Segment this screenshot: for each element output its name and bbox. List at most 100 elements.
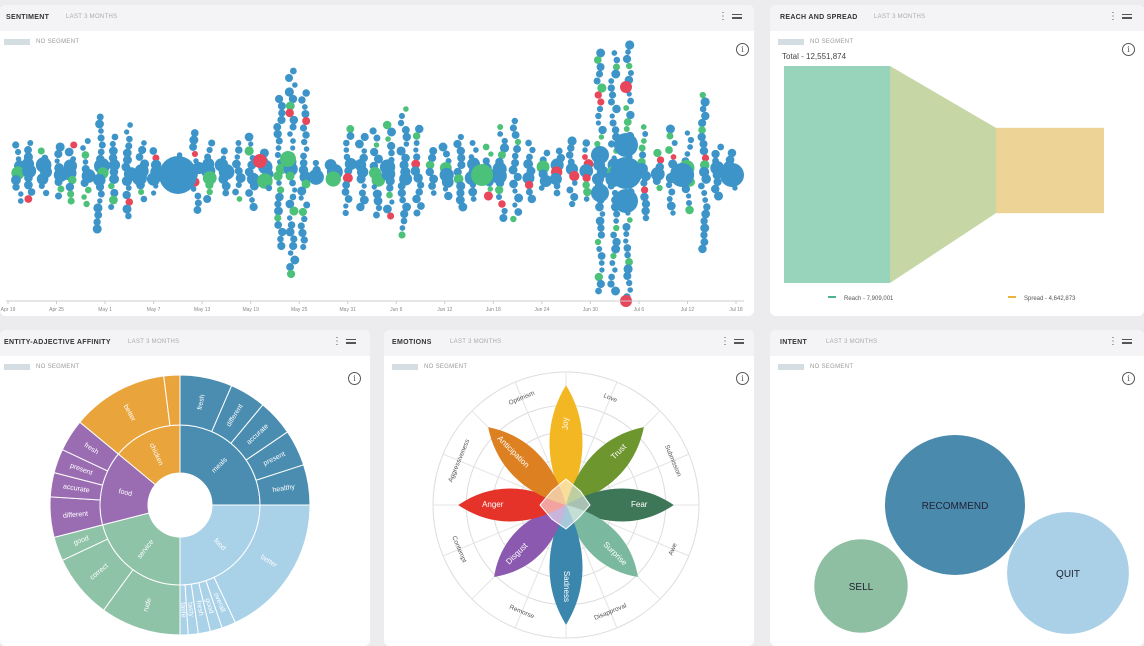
sentiment-bubble	[511, 152, 519, 160]
sentiment-bubble	[650, 167, 665, 181]
sentiment-bubble	[218, 174, 229, 184]
sentiment-bubble	[497, 131, 504, 137]
sentiment-bubble	[286, 263, 295, 271]
segment-filter[interactable]: NO SEGMENT	[4, 358, 79, 370]
sentiment-bubble	[413, 153, 421, 161]
sentiment-bubble	[501, 207, 508, 215]
intent-bubble-label: RECOMMEND	[922, 501, 989, 512]
sentiment-bubble	[597, 224, 605, 232]
sentiment-bubble	[397, 188, 406, 198]
sentiment-bubble	[300, 236, 308, 244]
dyad-label: Love	[602, 392, 618, 404]
sentiment-bubble	[141, 140, 147, 146]
sentiment-bubble	[524, 180, 534, 190]
x-tick-label: Jun 18	[486, 307, 501, 313]
segment-filter[interactable]: NO SEGMENT	[4, 33, 79, 45]
sentiment-bubble	[356, 174, 366, 184]
sentiment-bubble	[623, 264, 633, 274]
sentiment-bubble	[285, 227, 295, 237]
sentiment-bubble	[553, 182, 561, 190]
sentiment-bubble	[289, 193, 297, 201]
sentiment-bubble	[608, 78, 615, 84]
dyad-label: Optimism	[508, 390, 536, 407]
sentiment-bubble-chart: Apr 19 Apr 25 May 1 May 7 May 13 May 19 May 25…	[1, 40, 744, 313]
segment-chip	[778, 363, 804, 370]
sentiment-bubble	[527, 194, 537, 204]
sentiment-bubble	[607, 84, 615, 92]
sentiment-bubble	[416, 181, 425, 189]
menu-icon[interactable]	[734, 337, 744, 346]
more-options-icon[interactable]: ⋮	[1108, 11, 1118, 22]
segment-filter[interactable]: NO SEGMENT	[392, 358, 467, 370]
sentiment-bubble	[429, 174, 439, 184]
sentiment-bubble	[623, 105, 630, 111]
sentiment-bubble	[401, 126, 410, 134]
sentiment-bubble	[612, 267, 618, 273]
sentiment-bubble	[665, 124, 675, 134]
affinity-header: ENTITY-ADJECTIVE AFFINITY LAST 3 MONTHS …	[0, 330, 370, 356]
sentiment-bubble	[276, 186, 285, 194]
menu-icon[interactable]	[1122, 12, 1132, 21]
info-icon[interactable]: i	[736, 43, 749, 56]
spread-bar	[996, 127, 1104, 214]
panel-title: REACH AND SPREAD	[780, 14, 858, 21]
sentiment-bubble	[607, 182, 615, 190]
sentiment-bubble	[457, 133, 464, 141]
segment-filter[interactable]: NO SEGMENT	[778, 33, 853, 45]
sentiment-bubble	[82, 159, 89, 165]
sentiment-panel: SENTIMENT LAST 3 MONTHS ⋮ NO SEGMENT i A…	[0, 5, 754, 316]
sentiment-bubble	[37, 147, 45, 155]
dyad-label: Disapproval	[593, 602, 628, 622]
menu-icon[interactable]	[732, 12, 742, 21]
sentiment-bubble	[625, 258, 633, 266]
sentiment-bubble	[625, 40, 635, 50]
sentiment-bubble	[121, 175, 133, 187]
sentiment-bubble	[373, 196, 383, 206]
more-options-icon[interactable]: ⋮	[718, 11, 728, 22]
sentiment-bubble	[109, 173, 120, 185]
info-icon[interactable]: i	[1122, 372, 1135, 385]
x-tick-label: May 31	[340, 307, 357, 313]
x-tick-label: Jun 6	[390, 307, 402, 313]
sentiment-bubble	[275, 145, 282, 151]
legend-swatch-reach	[828, 296, 836, 298]
sentiment-bubble	[235, 181, 242, 189]
sentiment-bubble	[38, 182, 45, 190]
sentiment-bubble	[138, 145, 147, 155]
sentiment-bubble	[84, 137, 91, 145]
segment-filter[interactable]: NO SEGMENT	[778, 358, 853, 370]
sentiment-bubble	[593, 56, 602, 64]
more-options-icon[interactable]: ⋮	[332, 336, 342, 347]
info-icon[interactable]: i	[348, 372, 361, 385]
info-icon[interactable]: i	[1122, 43, 1135, 56]
sentiment-bubble	[640, 179, 648, 187]
sentiment-bubble	[642, 131, 649, 137]
sentiment-bubble	[288, 94, 298, 104]
outer-segment-label: different	[63, 511, 89, 520]
sentiment-bubble	[277, 115, 286, 125]
more-options-icon[interactable]: ⋮	[1108, 336, 1118, 347]
sentiment-bubble	[234, 154, 241, 160]
sentiment-bubble	[274, 94, 284, 104]
more-options-icon[interactable]: ⋮	[720, 336, 730, 347]
outer-segment-label: good	[203, 597, 214, 614]
menu-icon[interactable]	[1122, 337, 1132, 346]
sentiment-bubble	[65, 182, 75, 192]
sentiment-bubble	[403, 141, 410, 147]
info-icon[interactable]: i	[736, 372, 749, 385]
sentiment-bubble	[127, 122, 133, 128]
sentiment-bubble	[386, 184, 394, 192]
sentiment-bubble	[536, 160, 550, 174]
panel-period: LAST 3 MONTHS	[128, 339, 180, 345]
sentiment-feature-bubble	[614, 189, 638, 213]
sentiment-bubble	[36, 173, 49, 185]
menu-icon[interactable]	[346, 337, 356, 346]
sentiment-bubble	[442, 150, 451, 158]
sentiment-bubble	[303, 201, 311, 209]
sentiment-bubble	[626, 110, 635, 120]
sentiment-bubble	[43, 189, 50, 197]
sentiment-bubble	[701, 189, 708, 197]
sentiment-bubble	[386, 191, 393, 199]
sentiment-bubble	[598, 260, 605, 266]
sentiment-bubble	[514, 138, 522, 146]
